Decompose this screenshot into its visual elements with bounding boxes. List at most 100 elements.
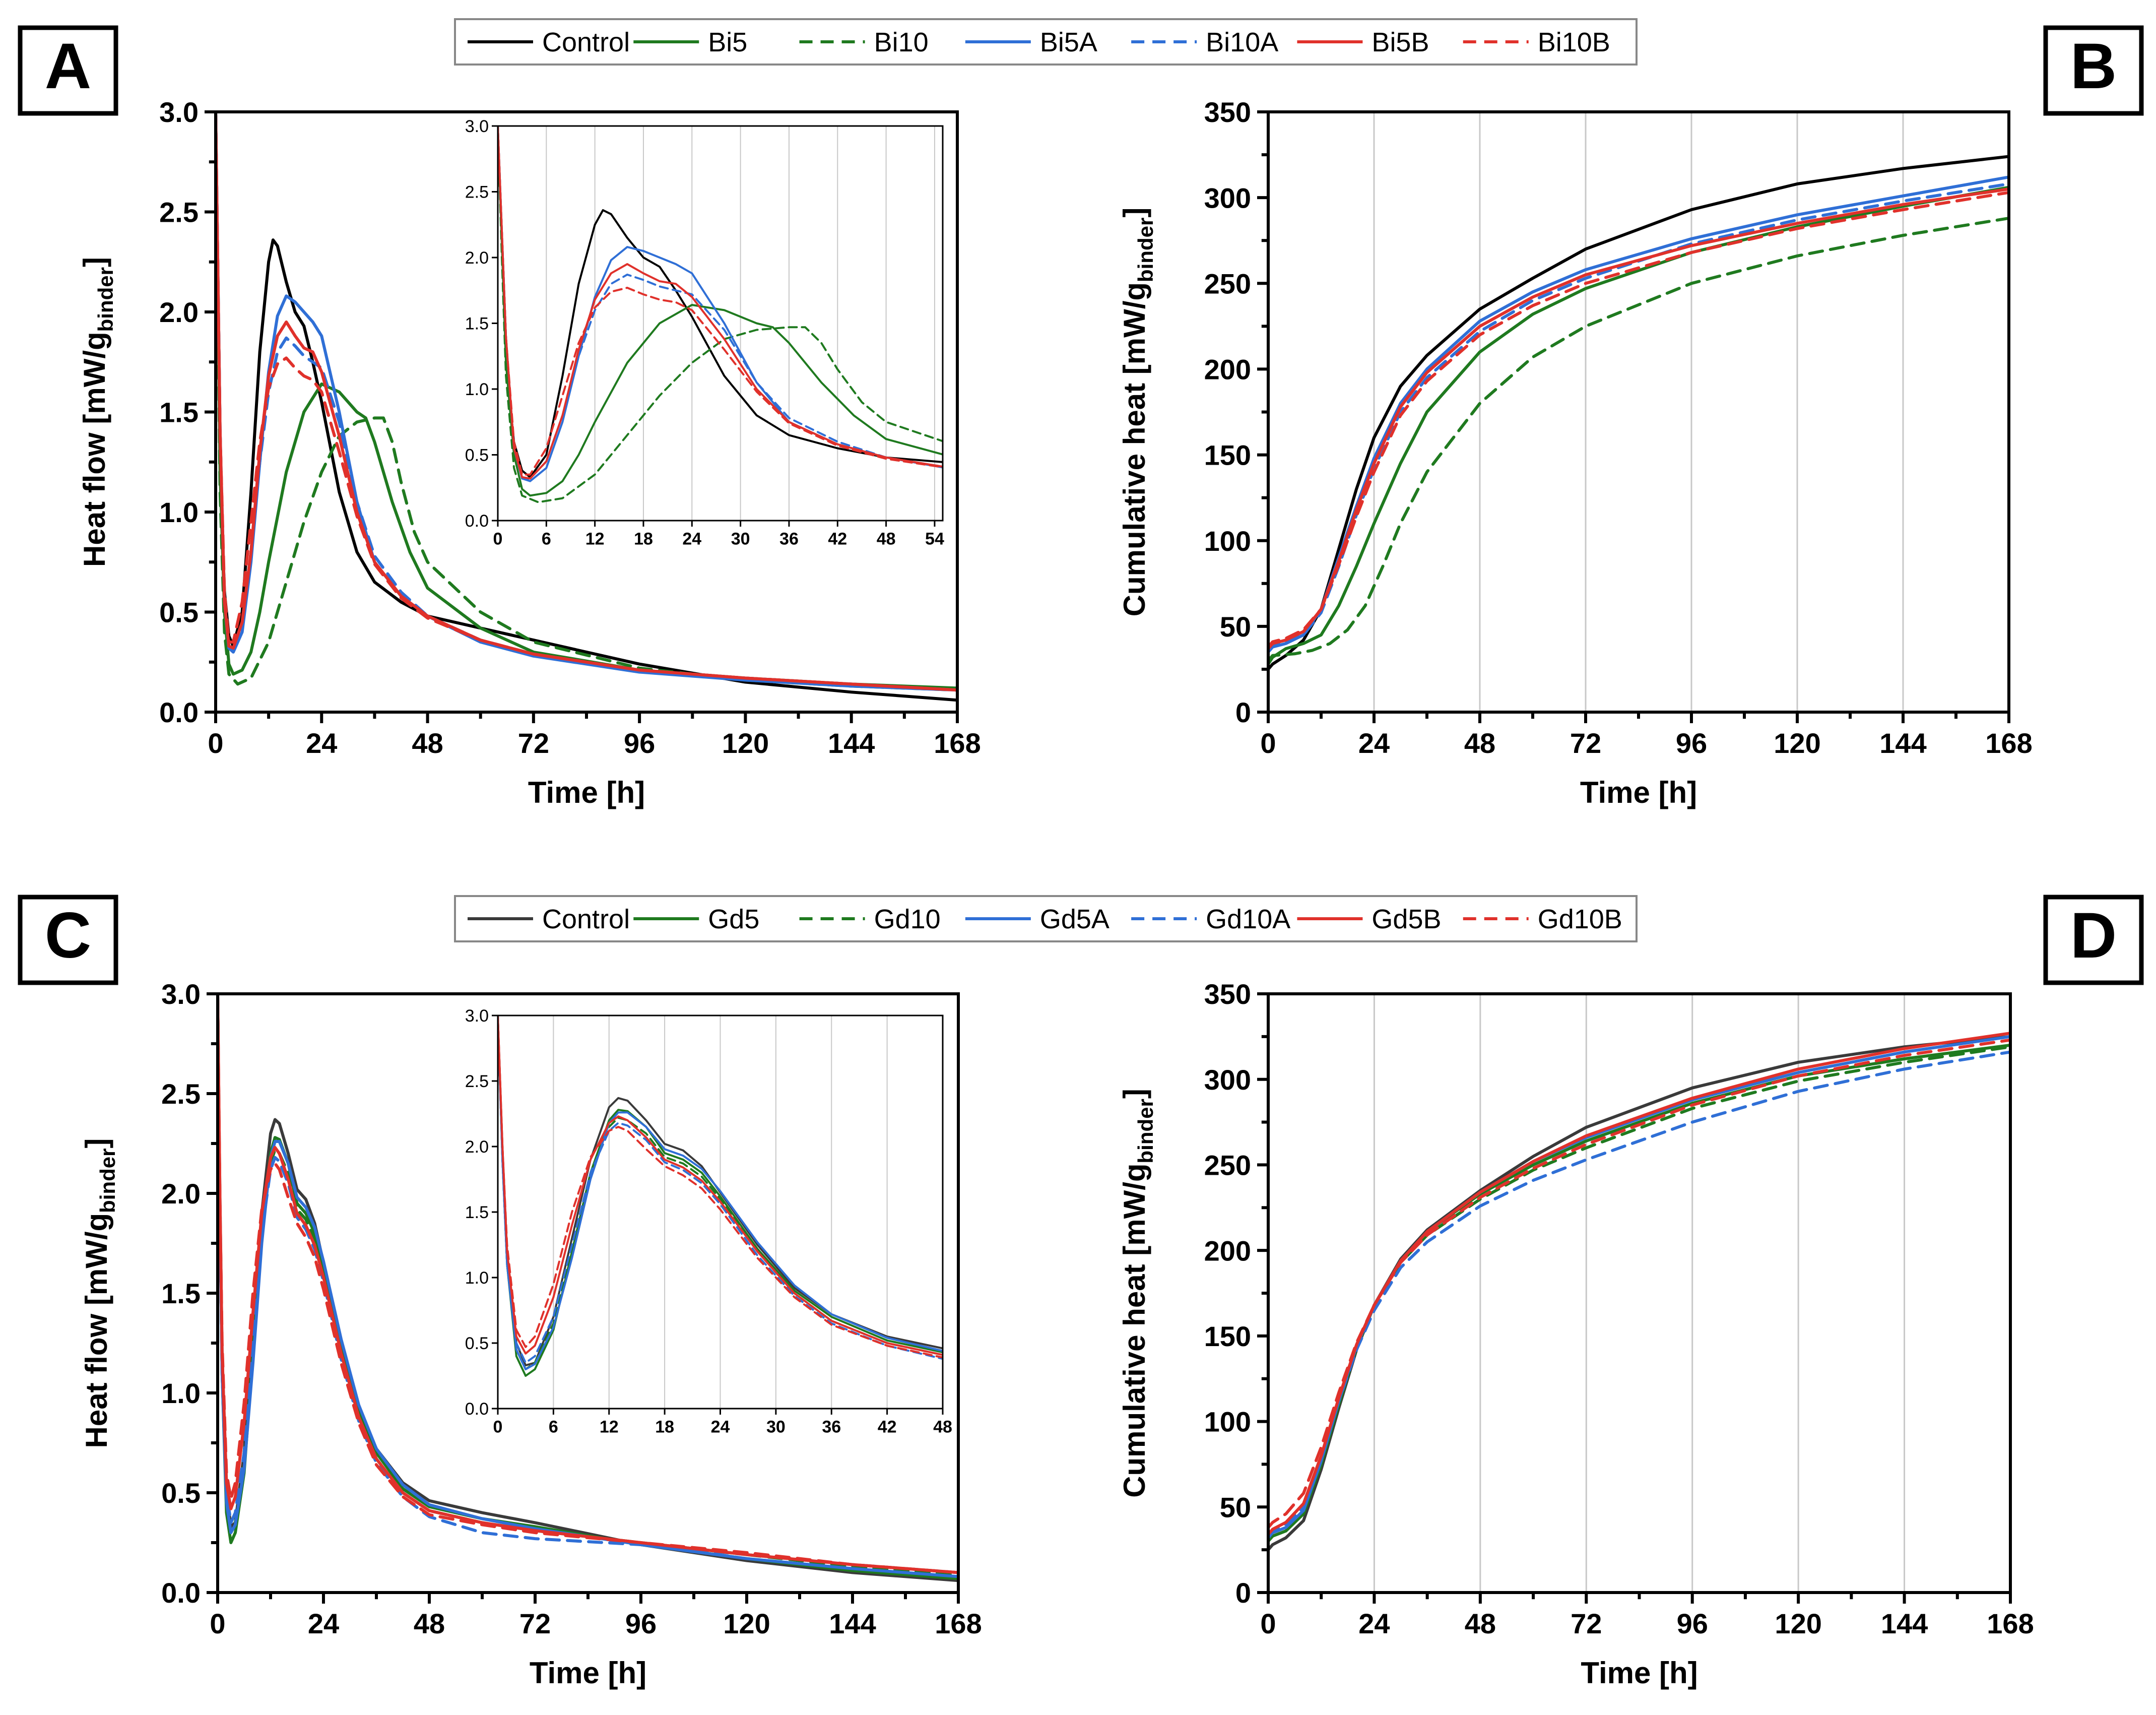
c-xtick-label-96: 96 [625,1608,657,1639]
d-xtick-label-48: 48 [1465,1608,1496,1639]
b-series-bi10a [1268,182,2009,652]
b-xtick-label-96: 96 [1676,727,1707,759]
a-ylabel-sub: binder [94,267,117,332]
c-inset-series-gd10a [498,1015,943,1364]
c-inset-series-group [498,1015,943,1377]
c-ytick-label-0.5: 0.5 [161,1477,201,1509]
a-ytick-label-3.0: 3.0 [159,96,199,128]
b-ytick-label-350: 350 [1204,96,1251,128]
b-ytick-label-200: 200 [1204,354,1251,386]
c-inset-series-gd10b [498,1015,943,1359]
c-inset-ytick-label-1.5: 1.5 [465,1203,489,1222]
b-xtick-label-120: 120 [1774,727,1820,759]
d-series-gd10 [1268,1045,2010,1540]
c-xtick-label-120: 120 [723,1608,770,1639]
a-inset-xtick-label-0: 0 [493,530,503,549]
d-xtick-label-24: 24 [1358,1608,1390,1639]
legend-bottom-label-gd5: Gd5 [708,904,759,934]
a-inset-ytick-label-1.5: 1.5 [465,314,489,334]
a-ytick-label-2.0: 2.0 [159,296,199,328]
c-ytick-label-1.5: 1.5 [161,1278,201,1309]
a-inset-background [498,126,943,521]
b-ytick-label-50: 50 [1220,611,1251,643]
a-series-bi5 [216,112,957,690]
legend-top-label-control: Control [542,27,630,57]
panel-label-a: A [18,25,118,116]
c-series-control [218,994,958,1582]
c-inset-series-gd5 [498,1015,943,1377]
a-inset-series-bi10 [498,126,943,503]
b-series-bi10 [1268,217,2009,662]
c-xtick-label-48: 48 [414,1608,445,1639]
chart-d: 0 24 48 72 96 120 144 168 0 50 100 150 200 250 300 350 T… [1118,978,2034,1690]
b-ylabel: Cumulative heat [mW/gbinder] [1118,208,1157,617]
d-series-gd10a [1268,1050,2010,1538]
c-xtick-label-0: 0 [210,1608,225,1639]
d-ylabel: Cumulative heat [mW/gbinder] [1118,1089,1157,1498]
legend-top-label-bi5: Bi5 [708,27,747,57]
panel-label-c: C [18,895,118,985]
c-xlabel: Time [h] [530,1656,646,1690]
d-xtick-label-144: 144 [1881,1608,1928,1639]
b-xtick-label-72: 72 [1570,727,1601,759]
c-inset-ytick-label-0.5: 0.5 [465,1334,489,1353]
legend-bottom-label-gd5b: Gd5B [1371,904,1441,934]
c-ytick-label-0.0: 0.0 [161,1577,201,1609]
d-ylabel-end: ] [1118,1089,1151,1099]
c-inset-series-gd5b [498,1015,943,1356]
c-inset-series-gd5a [498,1015,943,1370]
d-xtick-label-168: 168 [1987,1608,2034,1639]
a-inset-xtick-label-48: 48 [877,530,896,549]
c-inset-ytick-label-0.0: 0.0 [465,1400,489,1419]
a-inset-series-bi10b [498,126,943,476]
d-xtick-label-0: 0 [1260,1608,1276,1639]
a-xtick-label-120: 120 [722,727,769,759]
legend-top-label-bi5b: Bi5B [1371,27,1429,57]
b-xtick-label-48: 48 [1464,727,1495,759]
a-xtick-label-24: 24 [306,727,337,759]
c-ylabel: Heat flow [mW/gbinder] [80,1138,119,1448]
c-ytick-label-1.0: 1.0 [161,1377,201,1409]
c-inset-ytick-label-2.5: 2.5 [465,1072,489,1091]
legend-top-label-bi10b: Bi10B [1538,27,1610,57]
a-xtick-label-72: 72 [518,727,549,759]
panel-label-c-text: C [45,900,91,972]
c-ytick-label-2.5: 2.5 [161,1078,201,1110]
b-ylabel-main: Cumulative heat [mW/g [1118,282,1151,616]
b-xtick-label-168: 168 [1985,727,2032,759]
c-series-gd5b [218,994,958,1574]
c-xtick-label-144: 144 [829,1608,876,1639]
b-xtick-label-144: 144 [1879,727,1926,759]
b-ylabel-sub: binder [1134,218,1157,282]
d-xtick-label-72: 72 [1571,1608,1602,1639]
legend-bottom-label-gd10b: Gd10B [1538,904,1622,934]
a-series-bi10 [216,112,957,692]
c-inset-xtick-label-12: 12 [600,1418,619,1437]
b-xlabel: Time [h] [1580,776,1697,809]
panel-label-d-text: D [2070,900,2117,972]
a-xlabel: Time [h] [528,776,645,809]
chart-c-inset: 0 6 12 18 24 30 36 42 48 0.0 0.5 1.0 1.5 2.0 2.5 3.0 [465,1006,952,1437]
b-ytick-label-0: 0 [1235,696,1251,728]
chart-a-inset: 0 6 12 18 24 30 36 42 48 54 0.0 0.5 1.0 1.5 2.0 2.5 3.0 [465,117,944,549]
a-inset-xtick-label-42: 42 [828,530,847,549]
a-xtick-label-0: 0 [208,727,223,759]
c-ytick-label-2.0: 2.0 [161,1178,201,1210]
legend-top: Control Bi5 Bi10 Bi5A Bi10A Bi5B Bi10B [454,18,1638,66]
a-ytick-label-0.0: 0.0 [159,696,199,728]
d-ylabel-main: Cumulative heat [mW/g [1118,1163,1151,1497]
c-inset-ytick-label-3.0: 3.0 [465,1006,489,1026]
a-xtick-label-96: 96 [624,727,655,759]
c-inset-xtick-label-18: 18 [655,1418,674,1437]
a-inset-series-group [498,126,943,503]
legend-bottom-label-gd10: Gd10 [874,904,941,934]
a-ylabel: Heat flow [mW/gbinder] [78,257,117,567]
b-series-bi10b [1268,190,2009,649]
a-inset-xtick-label-6: 6 [542,530,551,549]
legend-top-label-bi5a: Bi5A [1040,27,1097,57]
a-inset-ytick-label-1.0: 1.0 [465,380,489,399]
chart-b: 0 24 48 72 96 120 144 168 0 50 100 150 200 250 300 350 T… [1118,96,2033,809]
c-inset-xtick-label-36: 36 [822,1418,841,1437]
